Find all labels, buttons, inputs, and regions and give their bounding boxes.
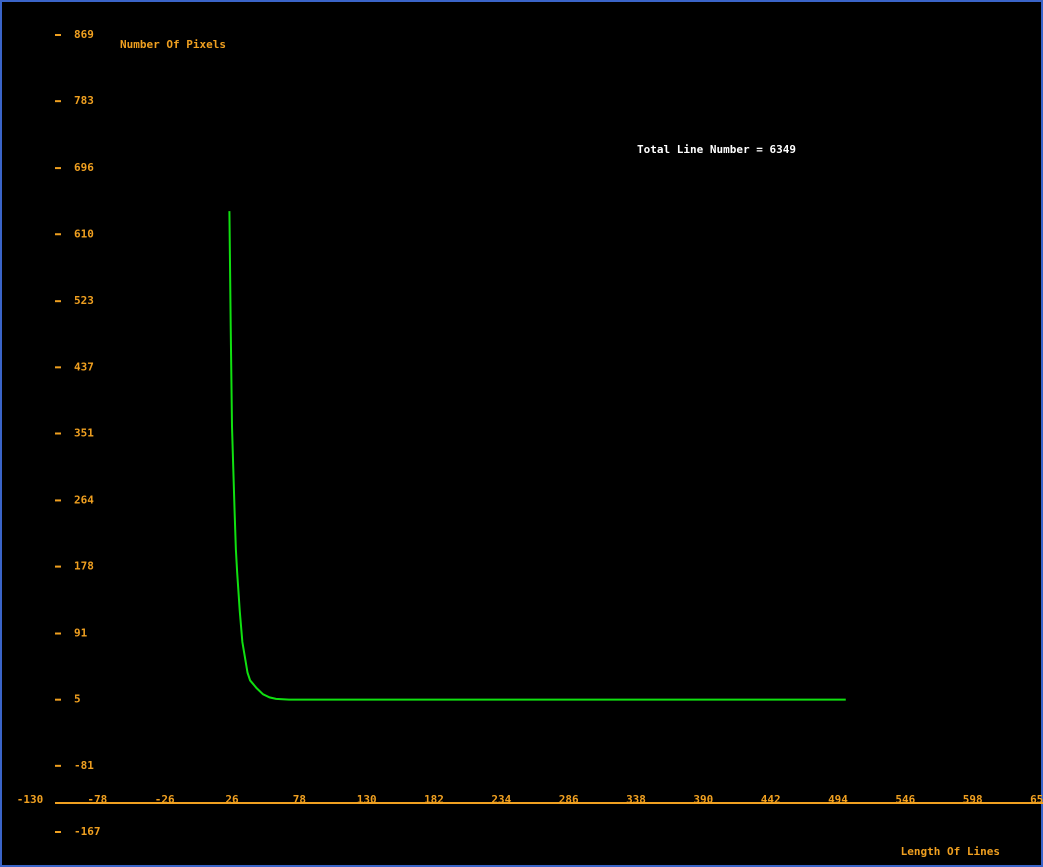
y-tick-label: 91 <box>74 627 88 640</box>
y-tick-label: 523 <box>74 294 94 307</box>
x-tick-label: 26 <box>225 793 239 806</box>
x-tick-label: 650 <box>1030 793 1043 806</box>
x-tick-label: 130 <box>357 793 377 806</box>
y-tick-label: 869 <box>74 28 94 41</box>
x-tick-label: 234 <box>491 793 511 806</box>
y-axis-label: Number Of Pixels <box>120 38 226 51</box>
x-axis-label: Length Of Lines <box>901 845 1000 858</box>
y-tick-label: 437 <box>74 360 94 373</box>
y-tick-label: 610 <box>74 227 94 240</box>
x-tick-label: 442 <box>761 793 781 806</box>
x-tick-label: -26 <box>155 793 175 806</box>
data-line <box>228 211 846 701</box>
x-tick-label: 598 <box>963 793 983 806</box>
x-tick-label: 494 <box>828 793 848 806</box>
x-tick-label: 338 <box>626 793 646 806</box>
x-tick-label: 182 <box>424 793 444 806</box>
x-tick-label: -78 <box>87 793 107 806</box>
y-tick-label: 783 <box>74 94 94 107</box>
x-tick-label: 390 <box>693 793 713 806</box>
y-tick-label: 264 <box>74 493 94 506</box>
y-tick-label: -167 <box>74 825 101 838</box>
y-tick-label: 351 <box>74 427 94 440</box>
x-tick-label: 78 <box>293 793 306 806</box>
y-tick-label: 178 <box>74 560 94 573</box>
y-tick-label: 696 <box>74 161 94 174</box>
x-tick-label: -130 <box>17 793 44 806</box>
y-tick-label: 5 <box>74 693 81 706</box>
x-tick-label: 546 <box>895 793 915 806</box>
y-tick-label: -81 <box>74 759 94 772</box>
annotation: Total Line Number = 6349 <box>637 143 796 156</box>
x-tick-label: 286 <box>559 793 579 806</box>
